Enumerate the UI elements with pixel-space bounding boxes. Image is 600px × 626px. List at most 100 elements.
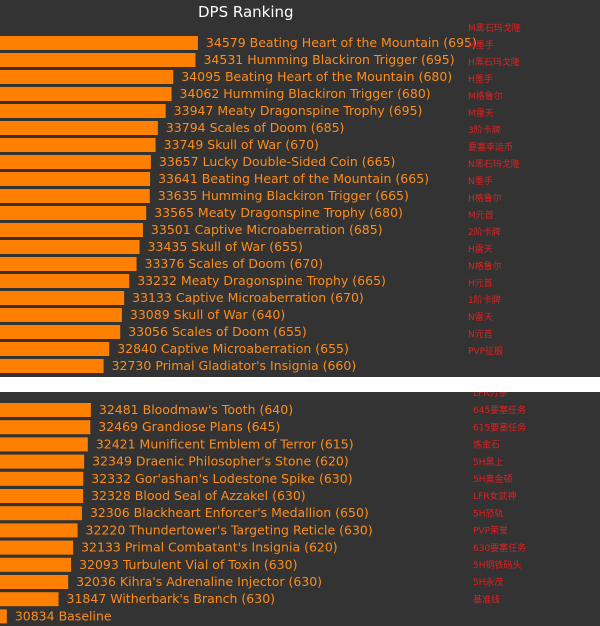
- bar-label: 31847 Witherbark's Branch (630): [67, 591, 276, 606]
- bar-annotation: 5H恐轨: [473, 507, 504, 519]
- bar-label: 30834 Baseline: [15, 608, 112, 623]
- bar-annotation: 630要塞任务: [473, 542, 526, 554]
- bar: [0, 420, 91, 435]
- bar-label: 33376 Scales of Doom (670): [145, 256, 324, 271]
- bar: [0, 454, 85, 469]
- bar: [0, 189, 150, 203]
- bar-annotation: M元首: [468, 209, 494, 221]
- bar: [0, 592, 59, 607]
- bar-label: 32332 Gor'ashan's Lodestone Spike (630): [91, 471, 352, 486]
- bar-label: 33089 Skull of War (640): [130, 307, 285, 322]
- bar-label: 32133 Primal Combatant's Insignia (620): [81, 540, 338, 555]
- bar-annotation: M黑石玛戈隆: [468, 22, 521, 34]
- bar-label: 33794 Scales of Doom (685): [166, 120, 345, 135]
- bar-label: 34062 Humming Blackiron Trigger (680): [180, 86, 431, 101]
- bar-label: 32349 Draenic Philosopher's Stone (620): [92, 454, 349, 469]
- bar: [0, 291, 125, 305]
- bar: [0, 437, 88, 452]
- bar-annotation: N元首: [468, 328, 493, 340]
- bar: [0, 359, 104, 373]
- bar-annotation: PVP荣誉: [473, 525, 508, 537]
- bar: [0, 155, 151, 169]
- bar-annotation: H元首: [468, 277, 493, 289]
- bar-label: 33232 Meaty Dragonspine Trophy (665): [137, 273, 386, 288]
- bar: [0, 104, 166, 118]
- bar-annotation: 基准线: [473, 593, 500, 605]
- bar: [0, 121, 158, 135]
- bar-annotation: M墨手: [468, 39, 494, 51]
- bar: [0, 557, 72, 572]
- bar: [0, 138, 156, 152]
- bar-annotation: 要塞幸运币: [468, 141, 513, 153]
- bar-annotation: N雷天: [468, 312, 493, 323]
- bar-annotation: N格鲁尔: [468, 260, 502, 272]
- bar-annotation: M格鲁尔: [468, 90, 503, 102]
- bar-annotation: 5H钢铁码头: [473, 559, 522, 571]
- bar: [0, 489, 84, 503]
- bar: [0, 240, 140, 254]
- bar-label: 33565 Meaty Dragonspine Trophy (680): [154, 205, 403, 220]
- bar-label: 33056 Scales of Doom (655): [128, 324, 307, 339]
- bar-label: 32840 Captive Microaberration (655): [117, 341, 349, 356]
- bar-annotation: 3阶卡牌: [468, 124, 501, 136]
- bar-label: 32093 Turbulent Vial of Toxin (630): [79, 557, 297, 572]
- bar: [0, 342, 110, 356]
- bar: [0, 36, 198, 50]
- bar: [0, 53, 196, 67]
- bar-label: 33435 Skull of War (655): [148, 239, 303, 254]
- bar-annotation: 615要塞任务: [473, 421, 526, 433]
- dps-chart-top: 34579 Beating Heart of the Mountain (695…: [0, 22, 521, 373]
- bar-label: 33133 Captive Microaberration (670): [132, 290, 364, 305]
- bar-annotation: 炼金石: [473, 439, 500, 451]
- bar: [0, 523, 78, 538]
- bar-label: 33749 Skull of War (670): [164, 137, 319, 152]
- bar-label: 32730 Primal Gladiator's Insignia (660): [112, 358, 357, 373]
- bar-label: 32469 Grandiose Plans (645): [98, 419, 280, 434]
- bar: [0, 206, 147, 220]
- bar-label: 32306 Blackheart Enforcer's Medallion (6…: [90, 505, 369, 520]
- bar-annotation: LFR女武神: [473, 490, 516, 502]
- bar: [0, 274, 130, 288]
- bar-label: 32036 Kihra's Adrenaline Injector (630): [76, 574, 322, 589]
- bar: [0, 87, 172, 101]
- bar-label: 32481 Bloodmaw's Tooth (640): [99, 402, 293, 417]
- bar-label: 33657 Lucky Double-Sided Coin (665): [159, 154, 396, 169]
- bar-annotation: H格鲁尔: [468, 192, 502, 204]
- bar-label: 32220 Thundertower's Targeting Reticle (…: [86, 522, 373, 537]
- bar: [0, 609, 7, 624]
- bar-annotation: LFR刃拳: [473, 392, 507, 399]
- bar: [0, 325, 121, 339]
- bar-label: 32421 Munificent Emblem of Terror (615): [96, 436, 354, 451]
- bar-label: 33947 Meaty Dragonspine Trophy (695): [174, 103, 423, 118]
- bar-annotation: N黑石玛戈隆: [468, 158, 520, 170]
- bar-annotation: H雷天: [468, 244, 493, 255]
- bar: [0, 70, 174, 84]
- bar: [0, 172, 151, 186]
- bar-annotation: H墨手: [468, 73, 493, 85]
- bar-label: 32328 Blood Seal of Azzakel (630): [91, 488, 306, 503]
- bar: [0, 540, 74, 555]
- bar: [0, 257, 137, 271]
- bar-annotation: 5H奥金顿: [473, 473, 513, 485]
- bar: [0, 403, 91, 417]
- bar: [0, 223, 143, 237]
- bar-annotation: PVP征服: [468, 346, 503, 357]
- bar: [0, 471, 84, 486]
- dps-chart-bottom: 32481 Bloodmaw's Tooth (640) LFR刃拳 32469 G…: [0, 392, 526, 624]
- bar-annotation: 5H永茂: [473, 576, 504, 588]
- bar-label: 33501 Captive Microaberration (685): [151, 222, 383, 237]
- bar-annotation: H黑石玛戈隆: [468, 56, 520, 68]
- bar-annotation: M雷天: [468, 108, 494, 119]
- bar-label: 34579 Beating Heart of the Mountain (695…: [206, 35, 477, 50]
- bar-annotation: 645要塞任务: [473, 404, 526, 416]
- bar: [0, 506, 82, 521]
- bar-annotation: 1阶卡牌: [468, 294, 501, 306]
- chart-panel-bottom: 32481 Bloodmaw's Tooth (640) LFR刃拳 32469 G…: [0, 392, 600, 626]
- chart-title: DPS Ranking: [198, 3, 294, 21]
- chart-panel-top: DPS Ranking 34579 Beating Heart of the M…: [0, 0, 600, 377]
- bar-label: 33635 Humming Blackiron Trigger (665): [158, 188, 409, 203]
- bar-annotation: 5H黑上: [473, 457, 504, 468]
- bar-label: 34531 Humming Blackiron Trigger (695): [203, 52, 454, 67]
- bar-label: 34095 Beating Heart of the Mountain (680…: [181, 69, 452, 84]
- bar: [0, 308, 122, 322]
